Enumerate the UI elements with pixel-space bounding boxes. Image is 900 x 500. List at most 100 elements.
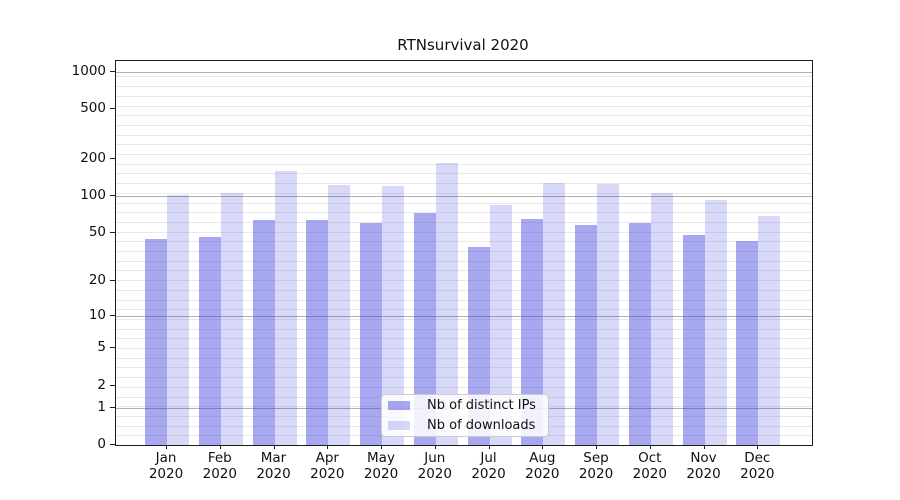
gridline-major-100	[116, 195, 812, 197]
x-tick-month: Jul	[480, 450, 497, 466]
x-tick-mark	[596, 445, 597, 449]
x-tick-month: Apr	[315, 450, 339, 466]
gridline-minor	[116, 348, 812, 349]
bar-downloads	[382, 186, 404, 445]
gridline-minor	[116, 386, 812, 388]
bar-distinct-ips	[628, 223, 651, 445]
bar-distinct-ips	[306, 220, 329, 445]
x-tick-label: Oct 2020	[618, 450, 682, 482]
gridline-minor	[116, 183, 812, 185]
legend-label-distinct-ips: Nb of distinct IPs	[427, 398, 536, 413]
bar-downloads	[435, 162, 458, 445]
y-tick-label: 20	[88, 271, 106, 288]
bar-distinct-ips	[360, 223, 382, 445]
bar-downloads	[704, 200, 727, 445]
x-tick-month: Jun	[424, 450, 446, 466]
bar-downloads	[220, 192, 243, 445]
x-tick-month: Oct	[638, 450, 662, 466]
bar-downloads	[543, 183, 566, 445]
gridline-minor	[116, 338, 812, 340]
x-tick-label: Nov 2020	[672, 450, 736, 482]
x-tick-label: Aug 2020	[510, 450, 574, 482]
gridline-minor	[116, 377, 812, 379]
gridline-minor	[116, 163, 812, 165]
bar-distinct-ips	[198, 237, 221, 445]
x-tick-label: Sep 2020	[564, 450, 628, 482]
x-tick-mark	[649, 445, 651, 449]
x-tick-year: 2020	[632, 465, 667, 482]
x-tick-label: Jul 2020	[457, 450, 521, 482]
gridline-minor	[116, 105, 812, 107]
x-tick-label: Feb 2020	[188, 450, 252, 482]
x-tick-label: Jun 2020	[403, 450, 467, 482]
x-tick-year: 2020	[471, 465, 506, 482]
x-tick-month: Nov	[690, 450, 717, 466]
bar-distinct-ips	[575, 224, 597, 445]
bar-downloads	[597, 184, 619, 445]
gridline-minor	[116, 115, 812, 117]
x-tick-label: Jan 2020	[134, 450, 198, 482]
gridline-major-10	[116, 315, 812, 317]
gridline-minor	[116, 134, 812, 136]
y-tick-mark	[110, 314, 115, 316]
gridline-minor	[116, 173, 812, 175]
gridline-minor	[116, 328, 812, 330]
bar-downloads	[167, 195, 189, 445]
gridline-minor	[116, 192, 812, 194]
x-tick-label: Apr 2020	[295, 450, 359, 482]
y-tick-label: 2	[97, 376, 106, 393]
x-tick-mark	[703, 445, 705, 449]
gridline-minor	[116, 212, 812, 214]
y-tick-label: 500	[80, 100, 106, 117]
x-tick-mark	[166, 445, 167, 449]
x-tick-year: 2020	[256, 465, 291, 482]
x-tick-label: Dec 2020	[725, 450, 789, 482]
legend-swatch-downloads	[388, 421, 410, 430]
gridline-minor	[116, 154, 812, 155]
y-tick-mark	[110, 70, 115, 72]
x-tick-year: 2020	[686, 465, 721, 482]
x-tick-year: 2020	[310, 465, 345, 482]
y-tick-mark	[110, 279, 115, 281]
x-tick-year: 2020	[578, 465, 614, 482]
x-tick-mark	[219, 445, 221, 449]
gridline-major-1000	[116, 71, 812, 73]
x-tick-month: Feb	[207, 450, 232, 466]
bar-distinct-ips	[252, 219, 275, 445]
x-tick-label: May 2020	[349, 450, 413, 482]
bar-downloads	[650, 192, 673, 445]
x-tick-year: 2020	[525, 465, 560, 482]
x-tick-year: 2020	[363, 465, 399, 482]
y-tick-mark	[110, 384, 115, 386]
bar-distinct-ips	[413, 213, 436, 445]
gridline-minor	[116, 280, 812, 282]
gridline-minor	[116, 241, 812, 243]
y-tick-mark	[110, 194, 115, 196]
x-tick-month: Jan	[155, 450, 177, 466]
x-tick-label: Mar 2020	[242, 450, 306, 482]
gridline-minor	[116, 221, 812, 223]
y-tick-label: 5	[97, 339, 106, 356]
gridline-minor	[116, 86, 812, 88]
gridline-minor	[116, 299, 812, 301]
gridline-minor	[116, 318, 812, 320]
x-tick-mark	[434, 445, 436, 449]
x-tick-mark	[273, 445, 275, 449]
gridline-minor	[116, 76, 812, 78]
x-tick-year: 2020	[740, 465, 775, 482]
y-tick-mark	[110, 108, 115, 110]
y-tick-mark	[110, 406, 115, 408]
y-tick-mark	[110, 231, 115, 233]
gridline-minor	[116, 144, 812, 146]
legend: Nb of distinct IPs Nb of downloads	[381, 394, 549, 437]
legend-item-distinct-ips: Nb of distinct IPs	[388, 398, 548, 414]
bar-downloads	[489, 204, 512, 445]
legend-item-downloads: Nb of downloads	[388, 418, 548, 434]
y-tick-mark	[110, 444, 115, 445]
y-tick-label: 10	[88, 306, 106, 323]
x-tick-mark	[327, 445, 329, 449]
y-tick-label: 0	[97, 436, 106, 452]
gridline-minor	[116, 124, 812, 126]
bar-downloads	[274, 170, 297, 445]
